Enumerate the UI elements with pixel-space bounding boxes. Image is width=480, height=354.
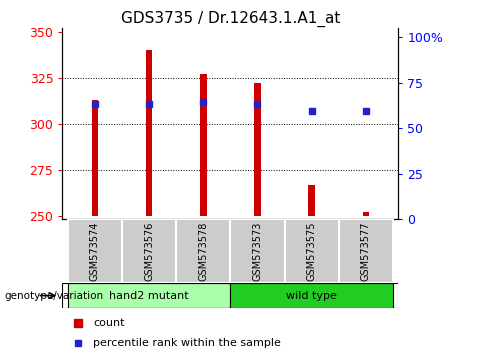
Bar [230,219,285,283]
Text: GSM573576: GSM573576 [144,222,154,281]
Bar [68,283,230,308]
Bar [200,74,206,216]
Text: GSM573573: GSM573573 [252,222,263,281]
Text: hand2 mutant: hand2 mutant [109,291,189,301]
Bar [92,100,98,216]
Text: GSM573577: GSM573577 [361,222,371,281]
Bar [309,184,315,216]
Bar [230,283,393,308]
Text: wild type: wild type [286,291,337,301]
Bar [362,212,369,216]
Bar [176,219,230,283]
Text: percentile rank within the sample: percentile rank within the sample [93,338,281,348]
Bar [68,219,122,283]
Text: GSM573578: GSM573578 [198,222,208,281]
Bar [285,219,339,283]
Bar [146,50,152,216]
Text: count: count [93,318,125,329]
Bar [339,219,393,283]
Bar [254,84,261,216]
Title: GDS3735 / Dr.12643.1.A1_at: GDS3735 / Dr.12643.1.A1_at [120,11,340,27]
Text: GSM573574: GSM573574 [90,222,100,281]
Text: genotype/variation: genotype/variation [5,291,104,301]
Text: GSM573575: GSM573575 [307,222,317,281]
Bar [122,219,176,283]
